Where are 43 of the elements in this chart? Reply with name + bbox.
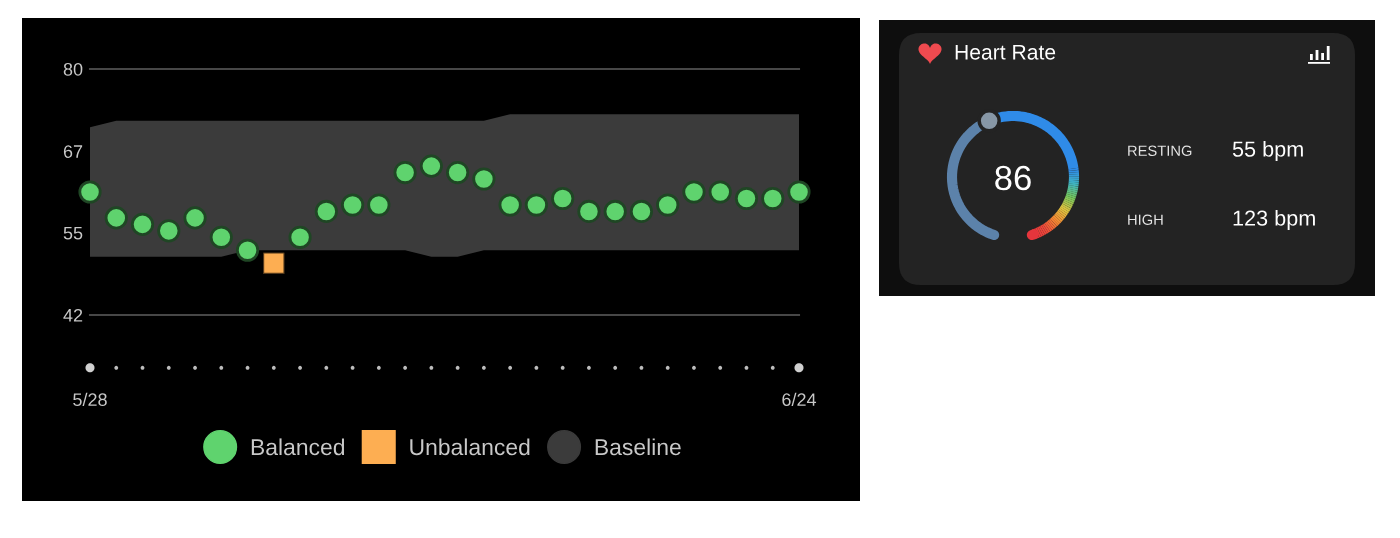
legend-label: Baseline — [595, 438, 681, 456]
y-tick-label: 42 — [63, 308, 83, 322]
text: 86 — [995, 165, 1031, 191]
point — [577, 199, 601, 223]
point — [656, 193, 680, 217]
point — [708, 180, 732, 204]
text: 55 bpm — [1232, 140, 1303, 162]
point — [419, 154, 443, 178]
legend-label: Balanced — [251, 438, 345, 456]
point — [472, 167, 496, 191]
point — [734, 186, 759, 211]
point — [263, 252, 285, 274]
point — [498, 193, 522, 217]
point — [603, 199, 627, 223]
point — [341, 193, 365, 217]
point — [367, 193, 391, 217]
x-tick-label: 6/24 — [782, 392, 817, 407]
y-tick-label: 80 — [63, 62, 83, 76]
x-tick-label: 5/28 — [73, 392, 107, 407]
point — [209, 225, 233, 249]
category-label: HIGH — [1128, 214, 1163, 225]
point — [235, 238, 260, 262]
point — [524, 193, 548, 217]
y-tick-label: 55 — [63, 226, 83, 240]
point — [393, 161, 417, 185]
point — [78, 180, 102, 204]
y-tick-label: 67 — [63, 145, 83, 158]
point — [104, 206, 128, 230]
point — [157, 219, 181, 243]
text: Heart Rate — [955, 44, 1056, 60]
point — [682, 180, 706, 204]
point — [130, 212, 155, 236]
category-label: RESTING — [1128, 145, 1192, 156]
point — [761, 186, 785, 211]
legend-label: Unbalanced — [410, 438, 530, 456]
point — [787, 180, 811, 204]
point — [446, 161, 470, 185]
point — [551, 186, 575, 211]
point — [314, 199, 338, 223]
point — [629, 199, 654, 223]
text: 123 bpm — [1233, 209, 1315, 231]
point — [288, 225, 312, 249]
point — [183, 206, 207, 230]
